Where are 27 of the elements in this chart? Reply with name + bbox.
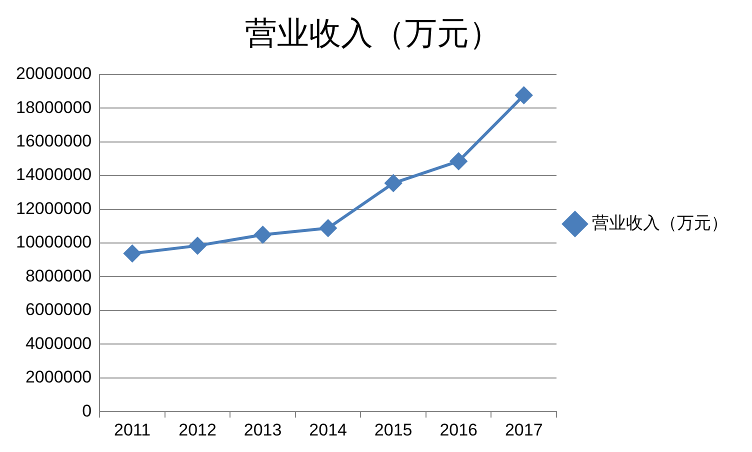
- y-tick-label: 6000000: [25, 300, 92, 320]
- point: [515, 86, 532, 104]
- point: [124, 244, 141, 262]
- point: [254, 226, 272, 244]
- y-tick-label: 20000000: [16, 64, 92, 84]
- y-tick-label: 10000000: [16, 232, 92, 252]
- point: [189, 237, 206, 254]
- x-tick-label: 2016: [440, 420, 478, 440]
- point: [320, 220, 337, 237]
- legend-label: 营业收入（万元）: [592, 214, 728, 233]
- x-tick-label: 2011: [114, 420, 151, 440]
- y-tick-label: 16000000: [16, 132, 92, 151]
- x-tick-label: 2012: [178, 420, 216, 440]
- y-tick-label: 8000000: [25, 266, 92, 286]
- y-tick-label: 4000000: [25, 334, 92, 353]
- y-tick-label: 14000000: [16, 165, 92, 184]
- chart-title: 营业收入（万元）: [245, 15, 501, 52]
- x-tick-label: 2013: [244, 420, 282, 440]
- y-tick-label: 18000000: [16, 98, 92, 117]
- x-tick-label: 2014: [309, 420, 347, 440]
- x-tick-label: 2015: [374, 420, 412, 440]
- y-tick-label: 12000000: [16, 198, 92, 218]
- point: [450, 152, 468, 170]
- y-tick-label: 2000000: [25, 368, 92, 387]
- point: [384, 174, 402, 192]
- y-tick-label: 0: [82, 401, 92, 420]
- x-tick-label: 2017: [504, 420, 543, 440]
